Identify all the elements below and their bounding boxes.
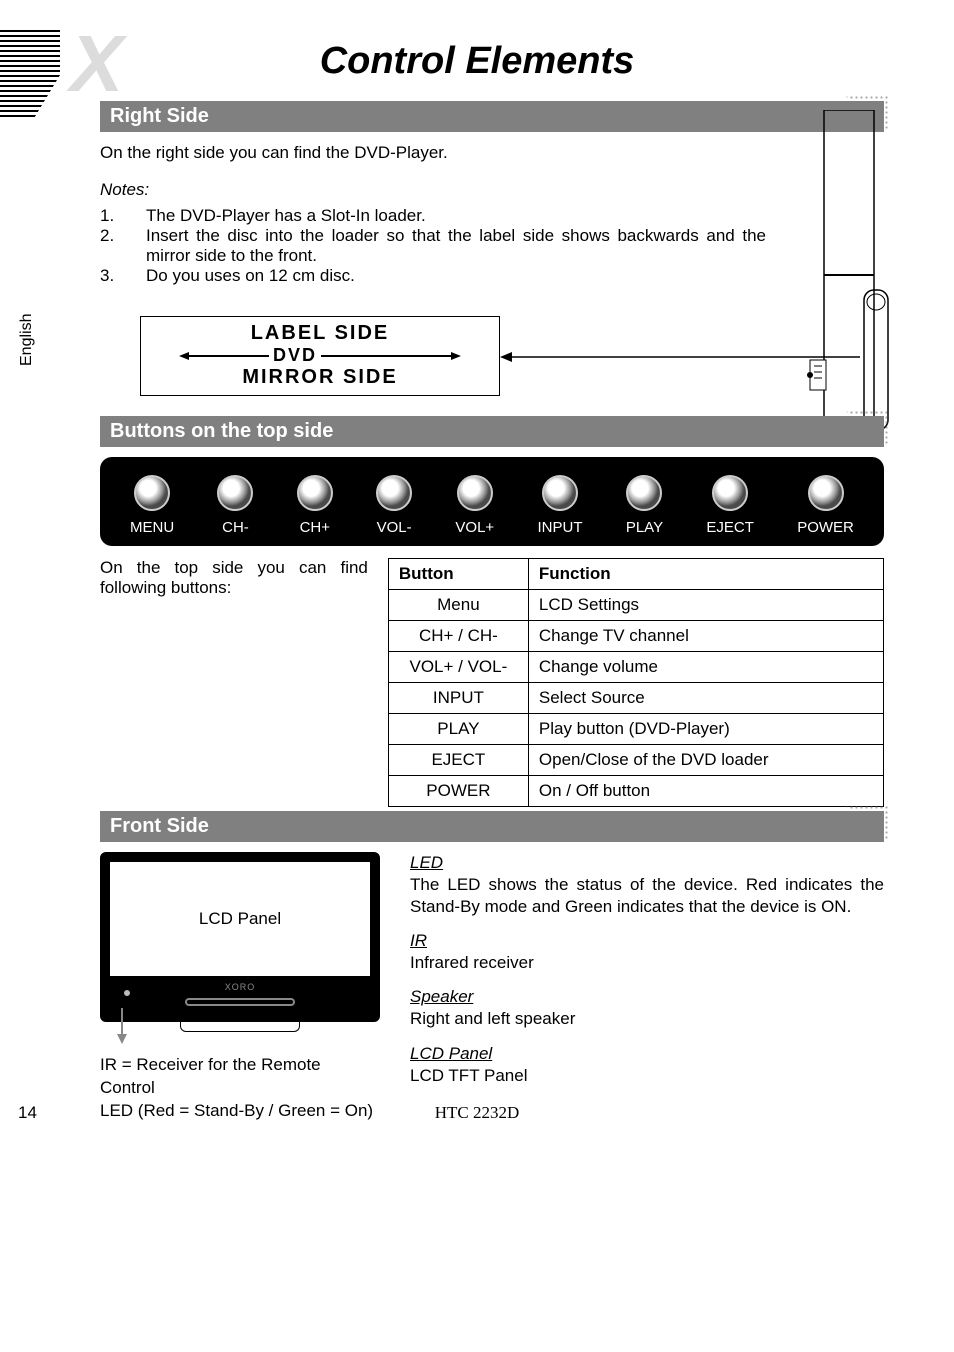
page-title: Control Elements (70, 40, 884, 83)
input-button-icon (542, 475, 578, 511)
decorative-x: X (70, 18, 117, 110)
front-item-text: Infrared receiver (410, 952, 884, 974)
lcd-front-illustration: LCD Panel XORO IR = Receiver for (100, 852, 380, 1123)
section-heading-right-side: Right Side (100, 101, 884, 132)
table-cell: PLAY (388, 713, 528, 744)
brand-mark: XORO (225, 982, 256, 992)
power-button-icon (808, 475, 844, 511)
front-item-title: IR (410, 930, 884, 952)
page-number: 14 (18, 1103, 37, 1123)
front-item-title: LCD Panel (410, 1043, 884, 1065)
table-cell: Play button (DVD-Player) (528, 713, 883, 744)
table-cell: Select Source (528, 682, 883, 713)
note-number: 2. (100, 226, 120, 266)
table-cell: LCD Settings (528, 589, 883, 620)
model-number: HTC 2232D (435, 1103, 520, 1123)
table-header: Button (388, 558, 528, 589)
lcd-panel-label: LCD Panel (108, 860, 372, 978)
front-item-text: LCD TFT Panel (410, 1065, 884, 1087)
menu-button-icon (134, 475, 170, 511)
vol-plus-button-icon (457, 475, 493, 511)
button-label: VOL+ (455, 519, 494, 536)
front-side-descriptions: LED The LED shows the status of the devi… (410, 852, 884, 1123)
table-cell: Change volume (528, 651, 883, 682)
note-text: Insert the disc into the loader so that … (146, 226, 766, 266)
notes-label: Notes: (100, 179, 884, 202)
eject-button-icon (712, 475, 748, 511)
corner-dots-icon (844, 410, 888, 446)
ch-plus-button-icon (297, 475, 333, 511)
page-footer: 14 HTC 2232D (0, 1103, 954, 1123)
table-row: PLAYPlay button (DVD-Player) (388, 713, 883, 744)
button-label: PLAY (626, 519, 663, 536)
header-decoration (0, 30, 60, 130)
note-text: The DVD-Player has a Slot-In loader. (146, 206, 884, 226)
ir-dot-icon (124, 990, 130, 996)
note-number: 3. (100, 266, 120, 286)
button-label: INPUT (538, 519, 583, 536)
top-buttons-panel: MENU CH- CH+ VOL- VOL+ INPUT PLAY EJECT … (100, 457, 884, 546)
button-label: EJECT (706, 519, 754, 536)
note-text: Do you uses on 12 cm disc. (146, 266, 884, 286)
section-heading-front-side: Front Side (100, 811, 884, 842)
language-tab: English (18, 310, 36, 370)
dvd-mirror-side: MIRROR SIDE (242, 366, 397, 389)
button-label: POWER (797, 519, 854, 536)
dvd-orientation-diagram: LABEL SIDE DVD MIRROR SIDE (140, 316, 500, 396)
table-cell: On / Off button (528, 775, 883, 806)
table-cell: Open/Close of the DVD loader (528, 744, 883, 775)
front-item-title: LED (410, 852, 884, 874)
ch-minus-button-icon (217, 475, 253, 511)
section-heading-buttons: Buttons on the top side (100, 416, 884, 447)
section-heading-label: Buttons on the top side (110, 420, 333, 442)
front-item-title: Speaker (410, 986, 884, 1008)
corner-dots-icon (844, 805, 888, 841)
play-button-icon (626, 475, 662, 511)
dvd-label: DVD (273, 345, 317, 366)
button-label: CH+ (300, 519, 330, 536)
button-function-table: Button Function MenuLCD Settings CH+ / C… (388, 558, 884, 807)
section-heading-label: Right Side (110, 105, 209, 127)
table-cell: POWER (388, 775, 528, 806)
table-cell: INPUT (388, 682, 528, 713)
table-row: EJECTOpen/Close of the DVD loader (388, 744, 883, 775)
buttons-intro: On the top side you can find following b… (100, 558, 368, 598)
note-number: 1. (100, 206, 120, 226)
pointer-line (500, 352, 860, 362)
table-cell: Menu (388, 589, 528, 620)
right-side-intro: On the right side you can find the DVD-P… (100, 142, 884, 165)
table-header: Function (528, 558, 883, 589)
device-side-illustration (794, 110, 894, 450)
button-label: CH- (222, 519, 249, 536)
button-label: VOL- (377, 519, 412, 536)
dvd-slot-icon (185, 998, 295, 1006)
table-row: VOL+ / VOL-Change volume (388, 651, 883, 682)
vol-minus-button-icon (376, 475, 412, 511)
button-label: MENU (130, 519, 174, 536)
table-cell: VOL+ / VOL- (388, 651, 528, 682)
table-row: POWEROn / Off button (388, 775, 883, 806)
table-row: MenuLCD Settings (388, 589, 883, 620)
table-cell: EJECT (388, 744, 528, 775)
section-heading-label: Front Side (110, 815, 209, 837)
ir-caption: IR = Receiver for the Remote Control (100, 1054, 380, 1100)
table-row: CH+ / CH-Change TV channel (388, 620, 883, 651)
front-item-text: Right and left speaker (410, 1008, 884, 1030)
notes-list: 1. The DVD-Player has a Slot-In loader. 2… (100, 206, 884, 286)
dvd-label-side: LABEL SIDE (251, 322, 390, 345)
table-cell: CH+ / CH- (388, 620, 528, 651)
ir-pointer-icon (116, 1008, 128, 1044)
table-row: INPUTSelect Source (388, 682, 883, 713)
table-cell: Change TV channel (528, 620, 883, 651)
front-item-text: The LED shows the status of the device. … (410, 874, 884, 918)
